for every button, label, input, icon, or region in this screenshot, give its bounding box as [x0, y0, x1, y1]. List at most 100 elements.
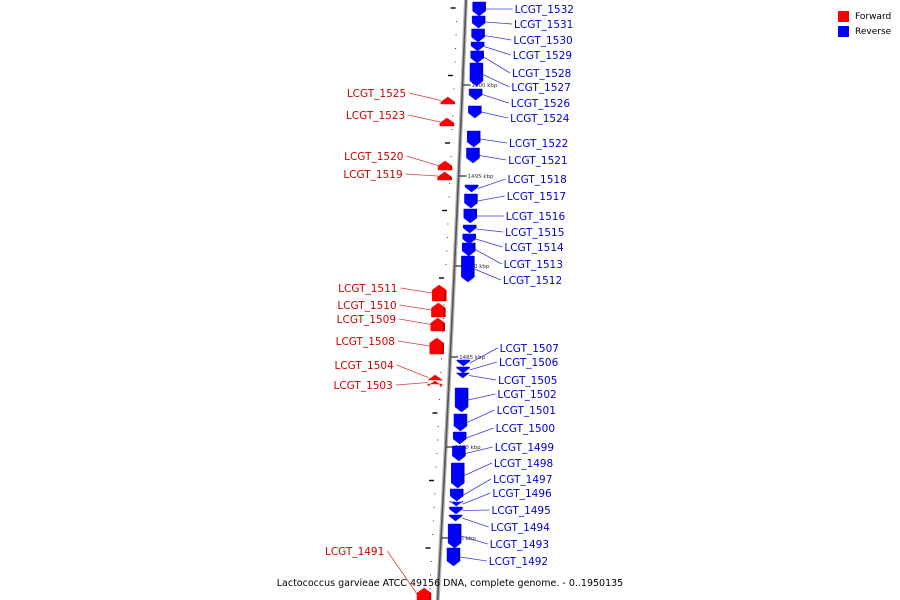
gene-label-forward[interactable]: LCGT_1508 [336, 336, 395, 348]
forward-swatch [838, 11, 849, 22]
reverse-gene-glyph[interactable] [455, 372, 471, 379]
gene-label-forward[interactable]: LCGT_1523 [346, 110, 405, 122]
gene-label-reverse[interactable]: LCGT_1526 [511, 98, 571, 110]
reverse-gene-glyph[interactable] [456, 359, 471, 367]
gene-label-reverse[interactable]: LCGT_1518 [507, 174, 566, 186]
gene-label-reverse[interactable]: LCGT_1492 [489, 556, 548, 568]
reverse-gene-glyph[interactable] [446, 547, 461, 567]
reverse-gene-glyph[interactable] [448, 514, 463, 522]
reverse-swatch [838, 26, 849, 37]
gene-label-reverse[interactable]: LCGT_1528 [512, 68, 571, 80]
gene-label-reverse[interactable]: LCGT_1529 [513, 50, 572, 62]
scale-ticks [425, 7, 458, 589]
gene-shading [483, 2, 486, 11]
gene-label-forward[interactable]: LCGT_1509 [337, 314, 396, 326]
reverse-gene-glyph[interactable] [470, 50, 484, 64]
forward-gene-glyph[interactable] [427, 374, 443, 381]
gene-label-forward[interactable]: LCGT_1503 [333, 380, 392, 392]
forward-gene-glyph[interactable] [440, 96, 456, 105]
gene-label-reverse[interactable]: LCGT_1497 [493, 474, 552, 486]
forward-gene-glyph[interactable] [437, 171, 452, 181]
gene-label-reverse[interactable]: LCGT_1522 [509, 138, 568, 150]
forward-gene-glyph[interactable] [429, 337, 444, 355]
reverse-gene-glyph[interactable] [472, 1, 486, 17]
gene-label-reverse[interactable]: LCGT_1524 [510, 113, 570, 125]
reverse-gene-glyph[interactable] [462, 224, 477, 234]
gene-shading [444, 290, 447, 301]
reverse-gene-glyph[interactable] [453, 413, 468, 432]
gene-label-reverse[interactable]: LCGT_1530 [513, 35, 572, 47]
reverse-gene-glyph[interactable] [468, 105, 482, 119]
forward-gene-glyph[interactable] [430, 317, 446, 332]
reverse-gene-glyph[interactable] [469, 62, 484, 87]
reverse-gene-glyph[interactable] [449, 506, 463, 515]
gene-label-reverse[interactable]: LCGT_1493 [490, 539, 549, 551]
gene-label-forward[interactable]: LCGT_1510 [337, 300, 396, 312]
reverse-gene-glyph[interactable] [456, 366, 470, 374]
gene-label-reverse[interactable]: LCGT_1498 [494, 458, 553, 470]
gene-label-reverse[interactable]: LCGT_1514 [504, 242, 564, 254]
gene-label-reverse[interactable]: LCGT_1512 [503, 275, 562, 287]
gene-shading [462, 463, 465, 483]
reverse-gene-glyph[interactable] [454, 387, 469, 413]
reverse-gene-glyph[interactable] [449, 500, 464, 507]
gene-label-reverse[interactable]: LCGT_1500 [496, 423, 555, 435]
gene-labels: LCGT_1532 LCGT_1531 LCGT_1530 LCGT_1529 LCGT… [325, 4, 574, 595]
gene-label-reverse[interactable]: LCGT_1531 [514, 19, 573, 31]
forward-gene-glyph[interactable] [431, 284, 447, 302]
reverse-gene-glyph[interactable] [464, 193, 478, 209]
gene-label-reverse[interactable]: LCGT_1527 [511, 82, 570, 94]
gene-shading [450, 166, 453, 170]
gene-label-reverse[interactable]: LCGT_1516 [506, 211, 566, 223]
forward-gene-glyph[interactable] [439, 117, 455, 127]
reverse-gene-glyph[interactable] [452, 431, 467, 445]
reverse-gene-glyph[interactable] [471, 15, 486, 29]
gene-label-forward[interactable]: LCGT_1519 [343, 169, 402, 181]
gene-label-reverse[interactable]: LCGT_1521 [508, 155, 567, 167]
reverse-gene-glyph[interactable] [466, 130, 481, 148]
gene-label-reverse[interactable]: LCGT_1507 [500, 343, 559, 355]
reverse-gene-glyph[interactable] [452, 445, 466, 462]
gene-connector [481, 94, 509, 104]
forward-gene-glyph[interactable] [431, 302, 446, 318]
gene-connector [462, 492, 491, 505]
reverse-gene-glyph[interactable] [464, 184, 479, 193]
gene-label-reverse[interactable]: LCGT_1506 [499, 357, 559, 369]
gene-label-reverse[interactable]: LCGT_1501 [497, 405, 556, 417]
forward-gene-glyph[interactable] [427, 380, 443, 387]
gene-label-reverse[interactable]: LCGT_1515 [505, 227, 564, 239]
reverse-gene-glyph[interactable] [462, 242, 476, 257]
forward-gene-glyph[interactable] [416, 587, 432, 600]
gene-shading [461, 489, 464, 496]
gene-label-reverse[interactable]: LCGT_1502 [497, 389, 556, 401]
reverse-gene-glyph[interactable] [451, 462, 465, 489]
reverse-gene-glyph[interactable] [468, 88, 483, 101]
reverse-gene-glyph[interactable] [466, 147, 480, 164]
gene-label-reverse[interactable]: LCGT_1495 [491, 505, 550, 517]
gene-label-reverse[interactable]: LCGT_1494 [491, 522, 551, 534]
gene-label-reverse[interactable]: LCGT_1505 [498, 375, 557, 387]
gene-label-forward[interactable]: LCGT_1520 [344, 151, 403, 163]
gene-label-reverse[interactable]: LCGT_1532 [515, 4, 574, 16]
reverse-gene-glyph[interactable] [450, 488, 464, 502]
reverse-gene-glyph[interactable] [462, 233, 477, 245]
gene-label-reverse[interactable]: LCGT_1496 [492, 488, 552, 500]
gene-connector [396, 364, 429, 378]
reverse-gene-glyph[interactable] [463, 208, 478, 224]
gene-label-forward[interactable]: LCGT_1525 [347, 88, 406, 100]
reverse-gene-glyph[interactable] [470, 41, 485, 52]
forward-gene-glyph[interactable] [437, 160, 453, 171]
gene-label-reverse[interactable]: LCGT_1513 [504, 259, 563, 271]
gene-shading [449, 177, 452, 180]
gene-label-reverse[interactable]: LCGT_1499 [495, 442, 554, 454]
reverse-gene-glyph[interactable] [471, 28, 485, 43]
reverse-gene-glyph[interactable] [461, 255, 475, 283]
reverse-gene-glyph[interactable] [447, 523, 462, 549]
scale-label: 1500 kbp [472, 83, 498, 89]
gene-label-forward[interactable]: LCGT_1491 [325, 546, 384, 558]
gene-connector [465, 446, 493, 454]
gene-label-forward[interactable]: LCGT_1511 [338, 283, 397, 295]
gene-label-reverse[interactable]: LCGT_1517 [507, 191, 566, 203]
gene-label-forward[interactable]: LCGT_1504 [334, 360, 394, 372]
